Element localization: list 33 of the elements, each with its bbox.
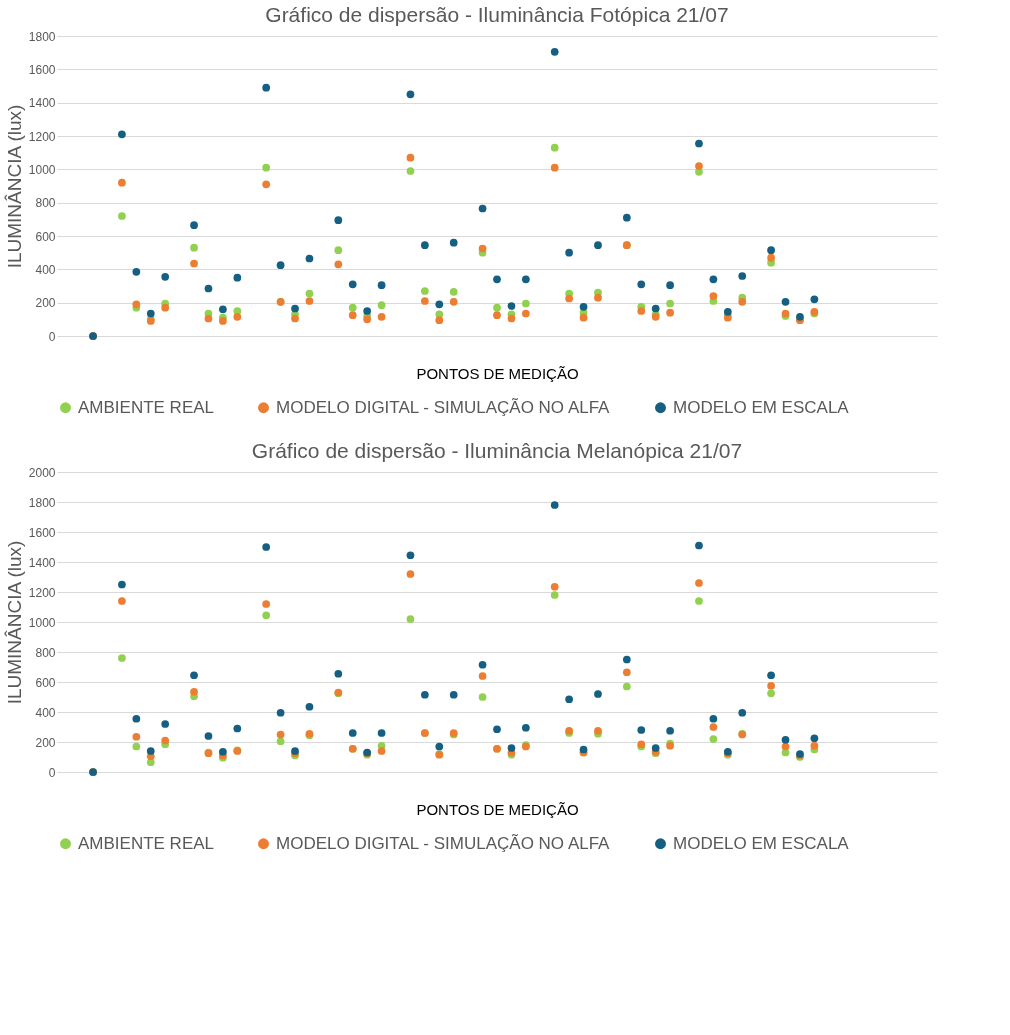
y-tick-label: 1200: [28, 585, 56, 600]
y-tick-label: 800: [35, 196, 56, 211]
legend-label: MODELO DIGITAL - SIMULAÇÃO NO ALFA: [276, 397, 611, 417]
y-tick-label: 1400: [28, 555, 56, 570]
y-tick-label: 0: [48, 765, 56, 780]
y-tick-label: 800: [35, 645, 56, 660]
y-tick-label: 1000: [28, 162, 56, 177]
y-tick-label: 1600: [28, 62, 56, 77]
y-tick-label: 1000: [28, 615, 56, 630]
y-axis-title: ILUMINÂNCIA (lux): [3, 540, 25, 705]
legend-label: AMBIENTE REAL: [78, 833, 215, 853]
y-tick-label: 200: [35, 735, 56, 750]
y-tick-label: 200: [35, 296, 56, 311]
y-tick-label: 1400: [28, 96, 56, 111]
y-tick-label: 1200: [28, 129, 56, 144]
y-tick-label: 0: [48, 329, 56, 344]
legend-label: MODELO EM ESCALA: [673, 833, 850, 853]
chart-title: Gráfico de dispersão - Iluminância Melanópica 21/07: [251, 439, 743, 462]
y-tick-label: 600: [35, 675, 56, 690]
y-tick-label: 400: [35, 262, 56, 277]
y-tick-label: 400: [35, 705, 56, 720]
y-tick-label: 1600: [28, 525, 56, 540]
x-axis-title: PONTOS DE MEDIÇÃO: [416, 800, 579, 818]
y-tick-label: 1800: [28, 29, 56, 44]
x-axis-title: PONTOS DE MEDIÇÃO: [416, 364, 579, 382]
legend-label: MODELO DIGITAL - SIMULAÇÃO NO ALFA: [276, 833, 611, 853]
y-tick-label: 600: [35, 229, 56, 244]
y-tick-label: 1800: [28, 495, 56, 510]
chart-title: Gráfico de dispersão - Iluminância Fotópica 21/07: [265, 3, 729, 26]
y-tick-label: 2000: [28, 465, 56, 480]
legend-label: MODELO EM ESCALA: [673, 397, 850, 417]
legend-label: AMBIENTE REAL: [78, 397, 215, 417]
y-axis-title: ILUMINÂNCIA (lux): [3, 104, 25, 269]
